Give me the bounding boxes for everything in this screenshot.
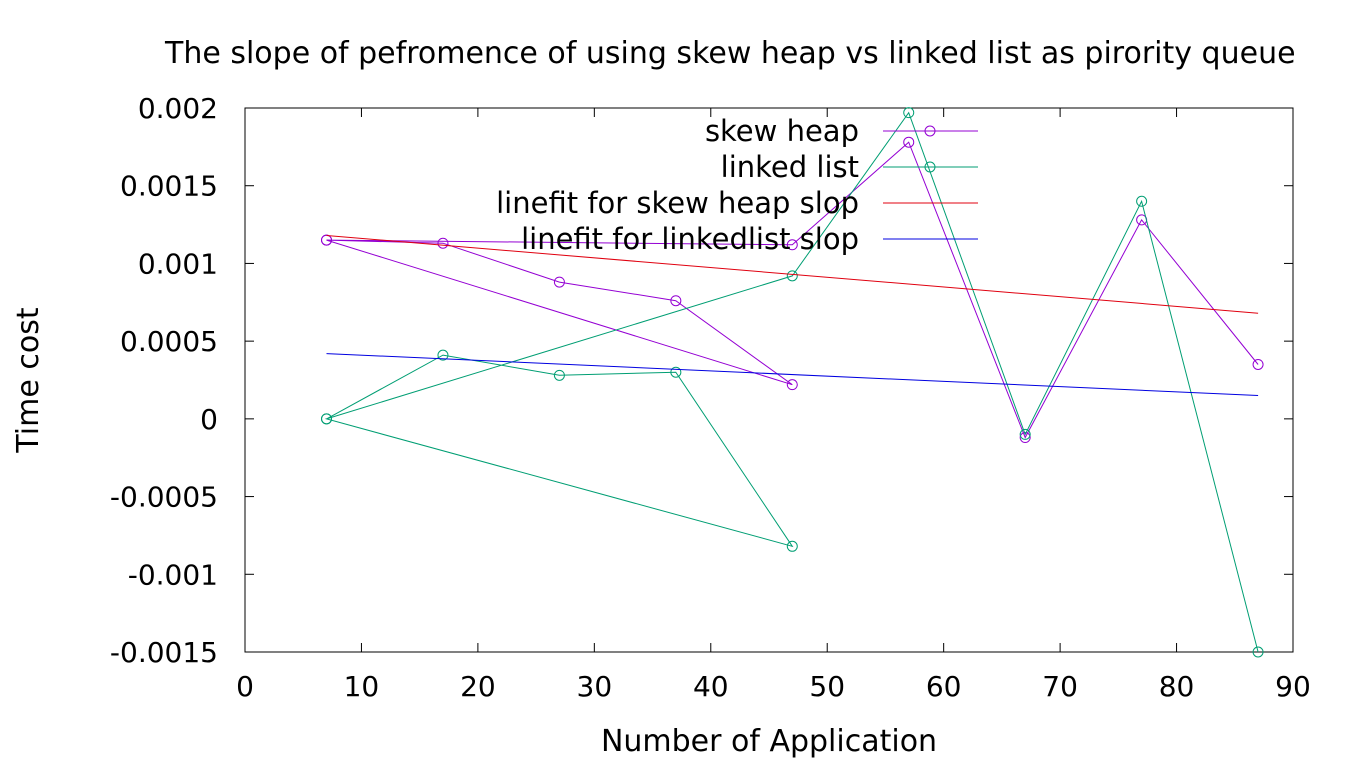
y-tick-label: -0.0005 (110, 481, 218, 514)
data-point-skew-heap (1252, 358, 1264, 370)
data-point-skew-heap (786, 239, 798, 251)
legend-marker-linked-list (924, 161, 936, 173)
data-point-linked-list (903, 107, 915, 119)
legend-marker-skew-heap (924, 125, 936, 137)
x-tick-label: 70 (1042, 670, 1078, 703)
y-tick-label: -0.0015 (110, 636, 218, 669)
plot-area-frame (244, 107, 1294, 653)
y-tick-label: 0.0015 (120, 170, 218, 203)
data-point-skew-heap (903, 136, 915, 148)
data-point-linked-list (786, 540, 798, 552)
y-tick-label: 0.002 (138, 92, 218, 125)
y-tick-label: -0.001 (128, 558, 218, 591)
data-point-skew-heap (437, 237, 449, 249)
legend-label-linked-list: linked list (721, 150, 859, 184)
data-point-linked-list (670, 366, 682, 378)
x-axis-title: Number of Application (601, 724, 937, 759)
data-point-skew-heap (670, 295, 682, 307)
data-point-linked-list (1019, 428, 1031, 440)
data-point-linked-list (553, 369, 565, 381)
series-line-linefit-for-skew-heap-slop (326, 235, 1259, 314)
x-tick-label: 60 (926, 670, 962, 703)
data-point-linked-list (437, 349, 449, 361)
y-axis-title: Time cost (11, 307, 46, 453)
data-point-linked-list (321, 413, 333, 425)
series-linefit-for-skew-heap-slop (326, 235, 1259, 314)
data-point-skew-heap (321, 234, 333, 246)
x-tick-label: 20 (460, 670, 496, 703)
series-linked-list (321, 107, 1264, 658)
legend-label-skew-heap: skew heap (705, 114, 859, 148)
x-axis-tick-labels: 0 10 20 30 40 50 60 70 80 90 (236, 670, 1311, 703)
y-tick-label: 0.001 (138, 247, 218, 280)
data-point-skew-heap (1019, 432, 1031, 444)
x-tick-label: 30 (577, 670, 613, 703)
data-point-linked-list (1136, 195, 1148, 207)
series-line-skew-heap (326, 141, 1259, 439)
data-point-skew-heap (786, 379, 798, 391)
series-line-linefit-for-linkedlist-slop (326, 353, 1259, 396)
x-tick-label: 90 (1275, 670, 1311, 703)
x-tick-label: 10 (344, 670, 380, 703)
x-tick-label: 40 (693, 670, 729, 703)
x-tick-label: 80 (1159, 670, 1195, 703)
y-tick-label: 0.0005 (120, 325, 218, 358)
x-tick-label: 50 (809, 670, 845, 703)
y-axis-tick-labels: -0.0015 -0.001 -0.0005 0 0.0005 0.001 0.0015 0.… (110, 92, 218, 669)
legend-label-linefit-for-skew-heap-slop: linefit for skew heap slop (496, 186, 859, 220)
legend-label-linefit-for-linkedlist-slop: linefit for linkedlist slop (521, 222, 859, 256)
axis-ticks (244, 107, 1294, 653)
series-skew-heap (321, 136, 1264, 444)
series-layer (321, 107, 1264, 658)
chart-title: The slope of pefromence of using skew he… (164, 36, 1296, 71)
x-tick-label: 0 (236, 670, 254, 703)
data-point-linked-list (786, 270, 798, 282)
series-line-linked-list (324, 111, 1259, 653)
series-linefit-for-linkedlist-slop (326, 353, 1259, 396)
data-point-skew-heap (553, 276, 565, 288)
data-point-linked-list (1252, 646, 1264, 658)
y-tick-label: 0 (200, 403, 218, 436)
